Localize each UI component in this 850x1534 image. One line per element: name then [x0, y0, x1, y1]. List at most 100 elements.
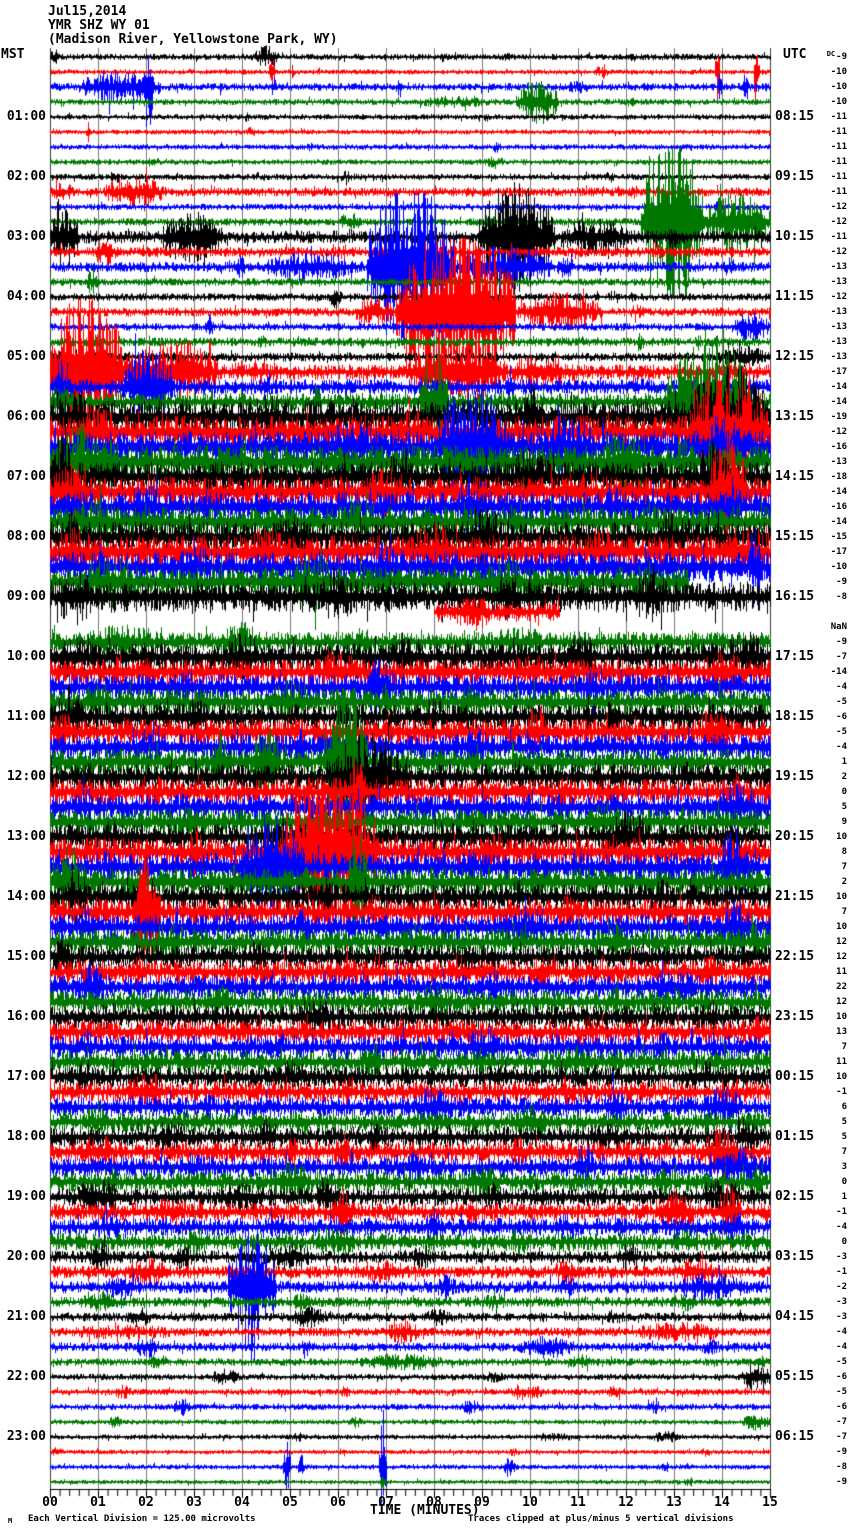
dc-offset-value: -10 [830, 97, 847, 107]
watermark-logo: M [8, 1517, 13, 1525]
utc-hour-label: 03:15 [775, 1249, 815, 1264]
dc-offset-value: -8 [836, 1462, 847, 1472]
mst-hour-label: 01:00 [6, 109, 46, 124]
dc-offset-value: -9 [836, 577, 847, 587]
dc-offset-value: -8 [836, 592, 847, 602]
x-tick-label: 07 [378, 1495, 394, 1510]
x-tick-label: 05 [282, 1495, 298, 1510]
dc-offset-value: -14 [830, 487, 847, 497]
dc-offset-value: -4 [836, 1327, 847, 1337]
dc-offset-value: 3 [841, 1162, 847, 1172]
dc-offset-value: 22 [836, 982, 847, 992]
utc-hour-label: 06:15 [775, 1429, 815, 1444]
dc-offset-value: -14 [830, 382, 847, 392]
mst-hour-label: 02:00 [6, 169, 46, 184]
mst-hour-label: 13:00 [6, 829, 46, 844]
utc-hour-label: 15:15 [775, 529, 815, 544]
dc-offset-value: 10 [836, 1012, 847, 1022]
dc-offset-value: 7 [841, 1147, 847, 1157]
x-tick-label: 06 [330, 1495, 346, 1510]
dc-offset-value: 13 [836, 1027, 847, 1037]
dc-offset-value: -7 [836, 652, 847, 662]
dc-offset-value: -3 [836, 1252, 847, 1262]
mst-hour-label: 12:00 [6, 769, 46, 784]
dc-offset-value: -11 [830, 172, 847, 182]
dc-offset-value: 11 [836, 967, 847, 977]
dc-offset-value: -12 [830, 217, 847, 227]
dc-offset-value: -9 [836, 1447, 847, 1457]
dc-offset-value: 12 [836, 952, 847, 962]
mst-hour-label: 07:00 [6, 469, 46, 484]
x-tick-label: 09 [474, 1495, 490, 1510]
utc-hour-label: 12:15 [775, 349, 815, 364]
x-tick-label: 11 [570, 1495, 586, 1510]
dc-offset-value: -11 [830, 112, 847, 122]
dc-offset-value: -9 [836, 1477, 847, 1487]
utc-hour-label: 00:15 [775, 1069, 815, 1084]
dc-offset-value: 5 [841, 1117, 847, 1127]
dc-offset-value: -12 [830, 427, 847, 437]
dc-offset-value: 5 [841, 802, 847, 812]
dc-offset-value: -14 [830, 667, 847, 677]
mst-hour-label: 14:00 [6, 889, 46, 904]
dc-offset-value: 7 [841, 1042, 847, 1052]
dc-offset-value: -1 [836, 1087, 847, 1097]
dc-offset-value: -13 [830, 277, 847, 287]
left-axis-label: MST [1, 47, 25, 62]
mst-hour-label: 09:00 [6, 589, 46, 604]
utc-hour-label: 02:15 [775, 1189, 815, 1204]
right-axis-label: UTC [783, 47, 807, 62]
dc-offset-value: 0 [841, 1237, 847, 1247]
dc-offset-value: -9 [836, 637, 847, 647]
dc-offset-value: 10 [836, 892, 847, 902]
dc-offset-value: 12 [836, 997, 847, 1007]
dc-offset-value: -4 [836, 1342, 847, 1352]
dc-offset-value: 6 [841, 1102, 847, 1112]
dc-offset-value: -13 [830, 262, 847, 272]
mst-hour-label: 05:00 [6, 349, 46, 364]
mst-hour-label: 08:00 [6, 529, 46, 544]
dc-offset-value: -3 [836, 1312, 847, 1322]
dc-offset-value: 9 [841, 817, 847, 827]
dc-offset-value: -4 [836, 742, 847, 752]
mst-hour-label: 15:00 [6, 949, 46, 964]
x-tick-label: 02 [138, 1495, 154, 1510]
utc-hour-label: 10:15 [775, 229, 815, 244]
utc-hour-label: 23:15 [775, 1009, 815, 1024]
dc-offset-value: 0 [841, 1177, 847, 1187]
utc-hour-label: 05:15 [775, 1369, 815, 1384]
dc-offset-header: DC [826, 50, 836, 58]
dc-offset-value: -11 [830, 232, 847, 242]
x-tick-label: 15 [762, 1495, 778, 1510]
dc-offset-value: -18 [830, 472, 847, 482]
vertical-division-note: Each Vertical Division = 125.00 microvol… [28, 1514, 256, 1524]
utc-hour-label: 22:15 [775, 949, 815, 964]
dc-offset-value: DC-9 [826, 50, 847, 62]
dc-offset-value: -7 [836, 1417, 847, 1427]
dc-offset-value: -14 [830, 517, 847, 527]
dc-offset-value: 1 [841, 1192, 847, 1202]
dc-offset-value: -17 [830, 367, 847, 377]
dc-offset-value: -13 [830, 337, 847, 347]
mst-hour-label: 19:00 [6, 1189, 46, 1204]
dc-offset-value: 2 [841, 877, 847, 887]
dc-offset-value: -5 [836, 727, 847, 737]
dc-offset-value: -6 [836, 1402, 847, 1412]
x-tick-label: 13 [666, 1495, 682, 1510]
dc-offset-value: -13 [830, 307, 847, 317]
mst-hour-label: 21:00 [6, 1309, 46, 1324]
utc-hour-label: 21:15 [775, 889, 815, 904]
dc-offset-value: -11 [830, 187, 847, 197]
x-axis-title: TIME (MINUTES) [370, 1503, 480, 1518]
dc-offset-value: NaN [830, 622, 847, 632]
dc-offset-value: -13 [830, 322, 847, 332]
utc-hour-label: 09:15 [775, 169, 815, 184]
dc-offset-value: 12 [836, 937, 847, 947]
utc-hour-label: 16:15 [775, 589, 815, 604]
dc-offset-value: -13 [830, 352, 847, 362]
dc-offset-value: 10 [836, 922, 847, 932]
dc-offset-value: -1 [836, 1267, 847, 1277]
dc-offset-value: -10 [830, 82, 847, 92]
x-tick-label: 00 [42, 1495, 58, 1510]
